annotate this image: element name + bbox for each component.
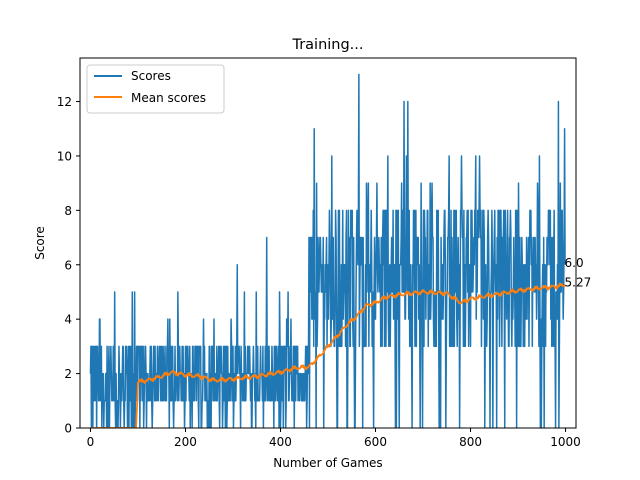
mean-scores-series xyxy=(90,282,567,428)
end-value-annotations: 6.0 5.27 xyxy=(565,256,592,290)
y-tick-label: 6 xyxy=(64,258,72,272)
y-tick-label: 8 xyxy=(64,204,72,218)
x-axis-label: Number of Games xyxy=(273,456,382,470)
x-tick-label: 800 xyxy=(459,435,482,449)
plot-frame xyxy=(79,57,577,429)
x-tick-label: 200 xyxy=(174,435,197,449)
annotation-last-score: 6.0 xyxy=(565,256,584,270)
y-axis-ticks: 0 2 4 6 8 10 12 xyxy=(57,95,80,436)
y-axis-label: Score xyxy=(33,226,47,260)
x-tick-label: 600 xyxy=(364,435,387,449)
legend-label-mean-scores: Mean scores xyxy=(131,91,206,105)
y-tick-label: 2 xyxy=(64,367,72,381)
chart-title: Training... xyxy=(291,37,363,53)
annotation-last-mean: 5.27 xyxy=(565,276,592,290)
y-tick-label: 10 xyxy=(57,149,72,163)
x-axis-ticks: 0 200 400 600 800 1000 xyxy=(87,428,581,449)
y-tick-label: 12 xyxy=(57,95,72,109)
legend: Scores Mean scores xyxy=(86,64,225,114)
y-tick-label: 4 xyxy=(64,313,72,327)
x-tick-label: 0 xyxy=(87,435,95,449)
y-tick-label: 0 xyxy=(64,422,72,436)
x-tick-label: 400 xyxy=(269,435,292,449)
legend-label-scores: Scores xyxy=(131,69,171,83)
mean-scores-line xyxy=(90,282,567,428)
x-tick-label: 1000 xyxy=(550,435,581,449)
